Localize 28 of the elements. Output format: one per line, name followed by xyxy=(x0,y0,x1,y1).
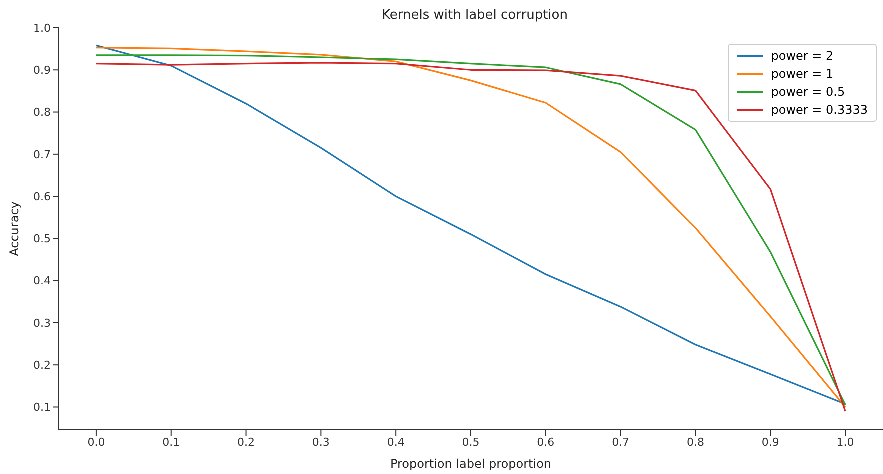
y-tick-label: 0.2 xyxy=(34,359,51,372)
y-axis-title: Accuracy xyxy=(7,202,22,256)
y-tick-label: 0.9 xyxy=(34,64,51,78)
legend-label: power = 0.3333 xyxy=(771,102,868,119)
y-tick-label: 0.8 xyxy=(34,106,51,120)
x-tick-label: 0.7 xyxy=(612,436,630,449)
y-tick-label: 0.5 xyxy=(34,232,51,246)
y-tick-label: 1.0 xyxy=(34,22,51,35)
y-tick-label: 0.1 xyxy=(34,401,51,414)
x-tick-label: 0.4 xyxy=(387,436,405,449)
y-tick-label: 0.7 xyxy=(34,148,51,162)
x-tick-label: 0.6 xyxy=(537,436,555,449)
legend-label: power = 0.5 xyxy=(771,84,846,101)
legend-label: power = 2 xyxy=(771,48,834,65)
y-tick-label: 0.6 xyxy=(34,190,51,204)
x-tick-label: 0.2 xyxy=(238,436,256,449)
x-tick-label: 0.0 xyxy=(88,436,106,449)
y-tick-label: 0.4 xyxy=(34,274,51,288)
x-tick-label: 1.0 xyxy=(836,436,854,449)
x-axis-title: Proportion label proportion xyxy=(390,457,552,471)
x-tick-label: 0.5 xyxy=(462,436,480,449)
x-tick-label: 0.1 xyxy=(162,436,180,449)
x-tick-label: 0.9 xyxy=(762,436,780,449)
y-tick-label: 0.3 xyxy=(34,316,51,330)
x-tick-label: 0.3 xyxy=(312,436,330,449)
chart-title: Kernels with label corruption xyxy=(381,8,569,23)
x-tick-label: 0.8 xyxy=(686,436,704,449)
legend-label: power = 1 xyxy=(771,66,834,83)
